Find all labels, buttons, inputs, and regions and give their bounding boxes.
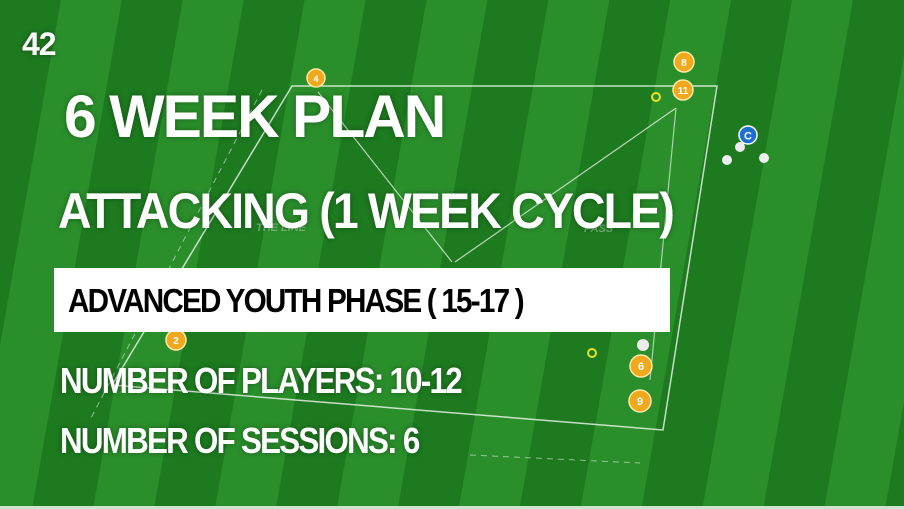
- bg-label-the-line: THE LINE: [256, 222, 307, 234]
- player-markers: 4 8 11 2 6 9: [165, 51, 695, 413]
- sessions-count: NUMBER OF SESSIONS: 6: [60, 420, 420, 461]
- cone-icon: [587, 348, 597, 358]
- player-marker-label: 11: [678, 86, 689, 97]
- coach-label: C: [744, 131, 752, 143]
- phase-banner: ADVANCED YOUTH PHASE ( 15-17 ): [54, 268, 670, 332]
- cone-icon: [651, 92, 661, 102]
- pass-arrow: [454, 107, 677, 263]
- player-marker: [628, 389, 652, 413]
- ball-icon: [637, 339, 649, 351]
- ball-icon: [722, 155, 732, 165]
- bottom-border: [0, 506, 904, 509]
- page-title: 6 WEEK PLAN: [64, 83, 446, 150]
- bg-label-pass: PASS: [584, 223, 614, 235]
- player-marker: [306, 68, 326, 88]
- player-marker-label: 6: [638, 361, 644, 373]
- phase-label: ADVANCED YOUTH PHASE ( 15-17 ): [68, 282, 525, 319]
- player-marker-label: 9: [637, 396, 643, 408]
- dashed-run: [89, 89, 263, 421]
- player-marker-label: 8: [681, 58, 687, 69]
- player-marker-label: 4: [313, 74, 318, 84]
- run-line: [649, 107, 677, 381]
- page-number: 42: [22, 26, 57, 62]
- subtitle: ATTACKING (1 WEEK CYCLE): [58, 183, 675, 239]
- players-count: NUMBER OF PLAYERS: 10-12: [60, 360, 463, 401]
- pass-arrow: [317, 91, 453, 263]
- ball-icon: [759, 153, 769, 163]
- coach-marker: [738, 125, 758, 145]
- player-marker-label: 2: [173, 336, 179, 347]
- dashed-run: [469, 454, 641, 464]
- player-marker: [672, 79, 694, 101]
- player-marker: [629, 354, 653, 378]
- player-marker: [673, 51, 695, 73]
- ball-icon: [735, 142, 745, 152]
